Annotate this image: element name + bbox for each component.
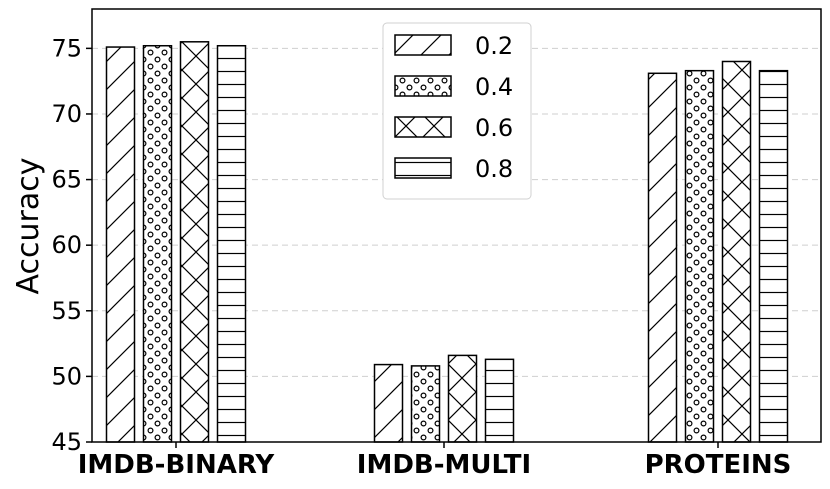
y-tick-label: 60 (51, 231, 82, 259)
bar-proteins-0.6 (721, 60, 752, 443)
legend: 0.2 0.4 0.6 0.8 (382, 22, 532, 200)
bar-proteins-0.8 (758, 69, 789, 443)
y-axis: 45 50 55 60 65 70 75 (51, 34, 92, 456)
legend-swatch (394, 75, 452, 97)
y-tick-label: 55 (51, 297, 82, 325)
y-tick-label: 50 (51, 362, 82, 390)
x-tick-label: IMDB-MULTI (357, 450, 531, 480)
y-tick-label: 75 (51, 34, 82, 62)
legend-label: 0.2 (475, 32, 513, 60)
bar-proteins-0.4 (684, 69, 715, 443)
legend-swatch (394, 157, 452, 179)
legend-label: 0.6 (475, 114, 513, 142)
bar-imdb-multi-0.2 (373, 363, 404, 443)
x-tick-label: PROTEINS (645, 450, 792, 480)
plot-frame (91, 8, 822, 443)
legend-label: 0.4 (475, 73, 513, 101)
x-tick-label: IMDB-BINARY (78, 450, 276, 480)
bar-imdb-multi-0.4 (410, 365, 441, 443)
bar-imdb-binary-0.2 (105, 46, 136, 443)
y-axis-label: Accuracy (11, 158, 46, 295)
bar-imdb-multi-0.8 (484, 358, 515, 443)
y-tick-label: 65 (51, 166, 82, 194)
bar-imdb-binary-0.4 (142, 44, 173, 443)
bar-imdb-binary-0.6 (179, 41, 210, 443)
y-tick-label: 70 (51, 100, 82, 128)
bar-proteins-0.2 (647, 72, 678, 443)
legend-label: 0.8 (475, 155, 513, 183)
legend-swatch (394, 116, 452, 138)
bar-imdb-binary-0.8 (216, 44, 247, 443)
bar-imdb-multi-0.6 (447, 354, 478, 443)
legend-box (382, 22, 532, 200)
x-axis: IMDB-BINARY IMDB-MULTI PROTEINS (78, 442, 792, 480)
legend-swatch (394, 34, 452, 56)
y-tick-label: 45 (51, 428, 82, 456)
